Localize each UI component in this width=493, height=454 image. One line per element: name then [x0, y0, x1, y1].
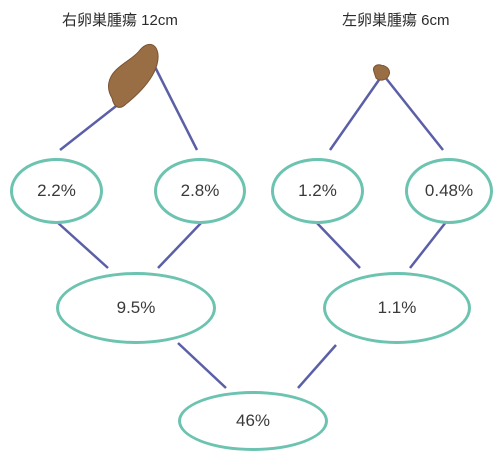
edge-right-tumor-to-b — [148, 56, 199, 151]
edge-right-combined-to-total — [177, 342, 227, 389]
right-ovary-title: 右卵巣腫瘍 12cm — [62, 12, 178, 29]
right-ovary-tumor-shape — [108, 43, 159, 108]
edge-left-tumor-to-b — [384, 76, 444, 151]
edge-right-b-to-combined — [157, 221, 203, 269]
left-ovary-title: 左卵巣腫瘍 6cm — [342, 12, 450, 29]
edge-left-tumor-to-a — [328, 76, 383, 151]
node-right-a: 2.2% — [10, 158, 103, 224]
left-ovary-tumor-shape — [373, 64, 390, 81]
node-total: 46% — [178, 391, 328, 451]
edge-left-combined-to-total — [297, 344, 337, 389]
edge-left-a-to-combined — [315, 221, 361, 269]
edge-right-tumor-to-a — [59, 102, 121, 151]
node-left-combined: 1.1% — [323, 272, 471, 344]
node-right-b: 2.8% — [154, 158, 246, 224]
edge-right-a-to-combined — [56, 221, 109, 269]
edge-left-b-to-combined — [409, 221, 447, 269]
node-left-a: 1.2% — [271, 158, 364, 224]
node-right-combined: 9.5% — [56, 272, 216, 344]
node-left-b: 0.48% — [405, 158, 493, 224]
